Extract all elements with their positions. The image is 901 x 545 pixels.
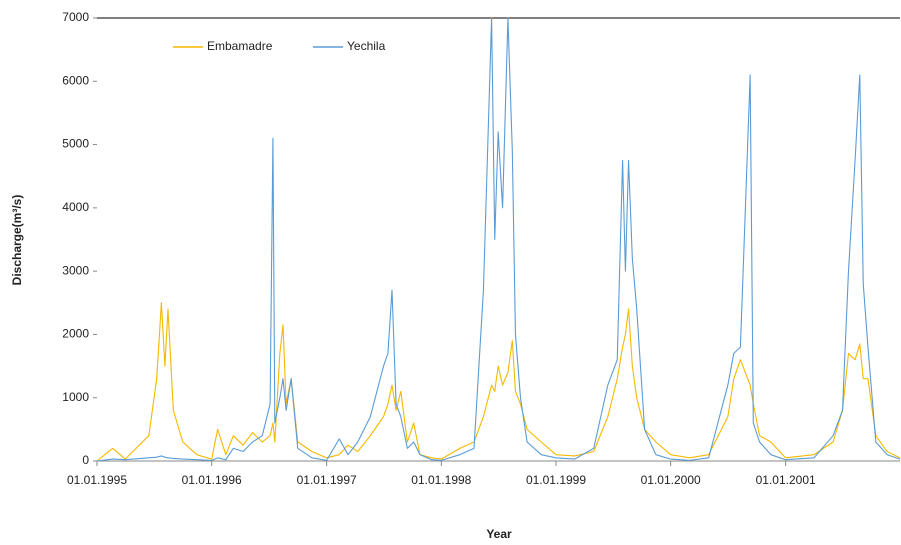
y-tick-label: 7000 <box>62 10 89 24</box>
series-line <box>96 302 901 462</box>
y-tick-label: 5000 <box>62 137 89 151</box>
y-tick-label: 2000 <box>62 327 89 341</box>
y-tick-label: 4000 <box>62 200 89 214</box>
x-tick-label: 01.01.2001 <box>756 473 816 487</box>
x-axis-title: Year <box>486 527 512 541</box>
legend-label: Yechila <box>347 39 386 53</box>
y-tick-label: 6000 <box>62 73 89 87</box>
y-tick-label: 1000 <box>62 390 89 404</box>
x-tick-label: 01.01.1999 <box>526 473 586 487</box>
y-axis-title: Discharge(m³/s) <box>10 195 24 286</box>
x-tick-label: 01.01.1998 <box>411 473 471 487</box>
series-line <box>96 17 901 462</box>
x-tick-label: 01.01.2000 <box>641 473 701 487</box>
y-tick-label: 0 <box>82 453 89 467</box>
x-tick-label: 01.01.1997 <box>297 473 357 487</box>
x-tick-label: 01.01.1995 <box>67 473 127 487</box>
x-tick-label: 01.01.1996 <box>182 473 242 487</box>
y-tick-label: 3000 <box>62 263 89 277</box>
legend-label: Embamadre <box>207 39 273 53</box>
